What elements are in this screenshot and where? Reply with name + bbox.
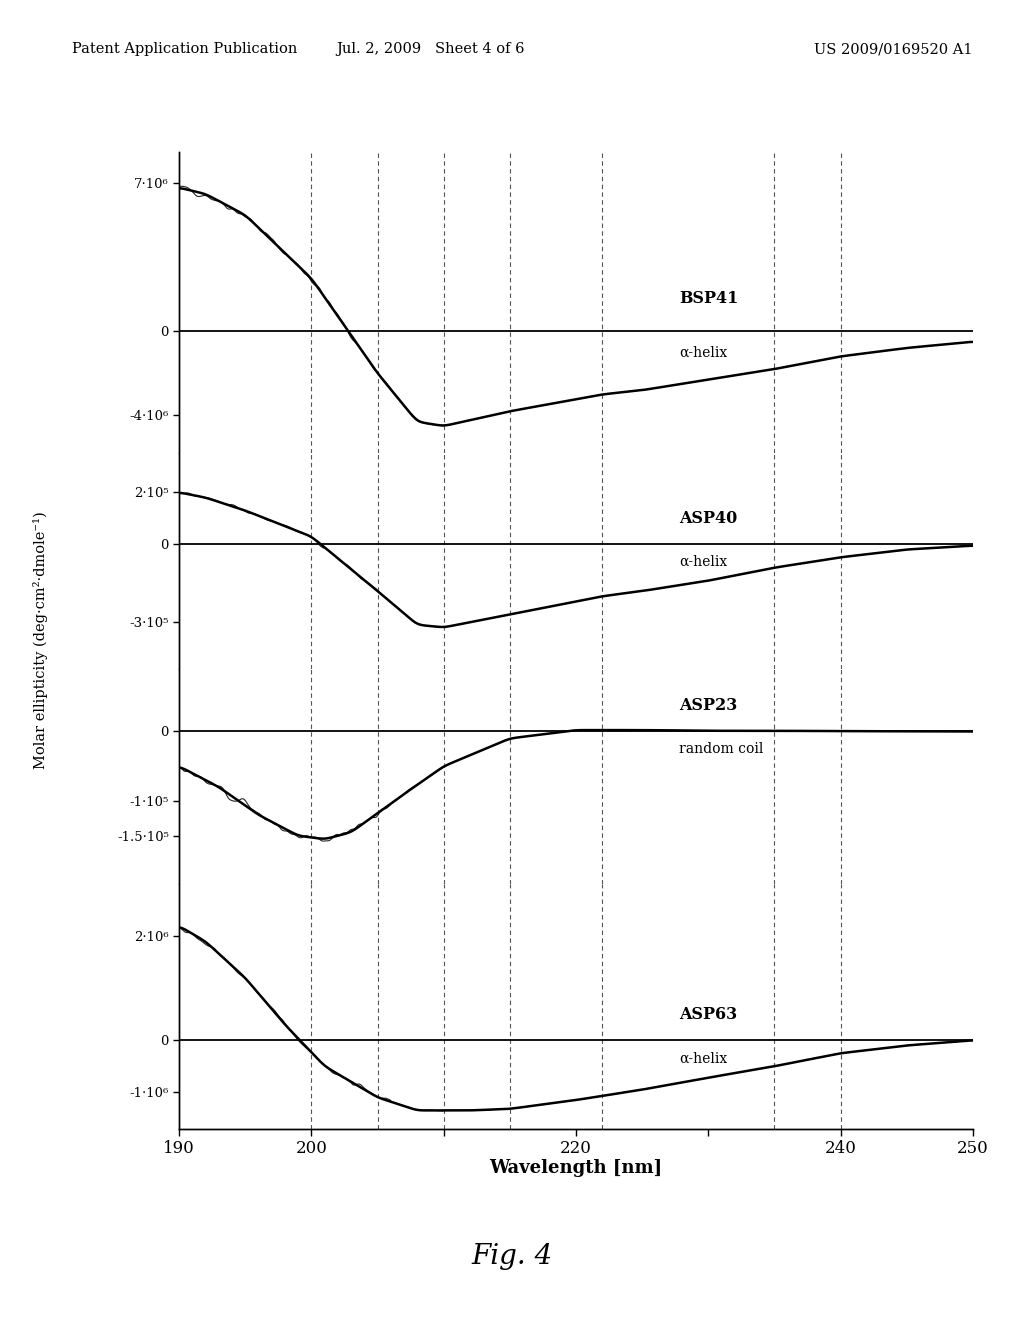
Text: BSP41: BSP41	[679, 290, 738, 308]
Text: random coil: random coil	[679, 742, 764, 756]
Text: Patent Application Publication: Patent Application Publication	[72, 42, 297, 57]
Text: US 2009/0169520 A1: US 2009/0169520 A1	[814, 42, 973, 57]
Text: ASP40: ASP40	[679, 510, 737, 527]
Text: ASP23: ASP23	[679, 697, 737, 714]
Text: Fig. 4: Fig. 4	[471, 1243, 553, 1270]
Text: ASP63: ASP63	[679, 1006, 737, 1023]
Text: Jul. 2, 2009   Sheet 4 of 6: Jul. 2, 2009 Sheet 4 of 6	[336, 42, 524, 57]
Text: α-helix: α-helix	[679, 346, 727, 359]
Text: α-helix: α-helix	[679, 554, 727, 569]
Text: Wavelength [nm]: Wavelength [nm]	[489, 1159, 663, 1177]
Text: α-helix: α-helix	[679, 1052, 727, 1067]
Text: Molar ellipticity (deg·cm²·dmole⁻¹): Molar ellipticity (deg·cm²·dmole⁻¹)	[34, 511, 48, 770]
